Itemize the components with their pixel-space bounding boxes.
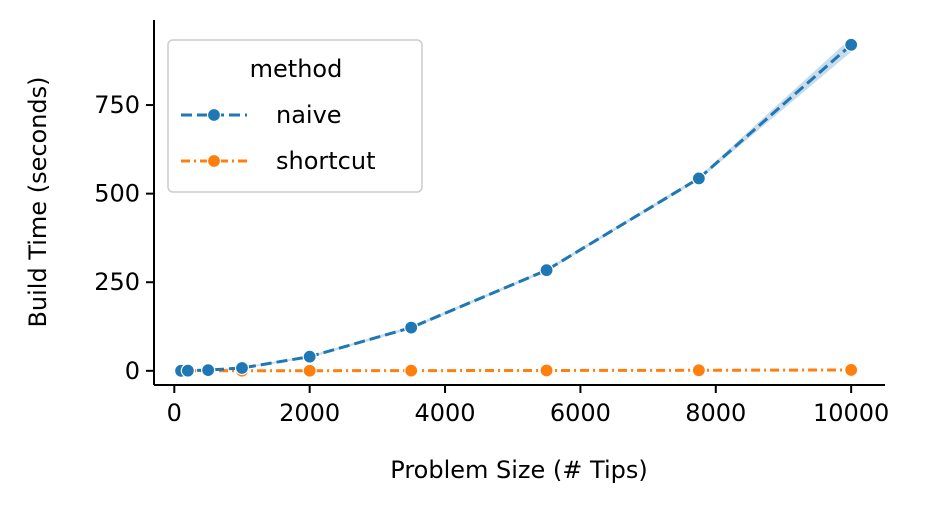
series-line-shortcut <box>181 368 852 373</box>
data-point-naive <box>201 363 216 378</box>
x-tick-label: 6000 <box>550 399 611 427</box>
data-point-naive <box>180 363 195 378</box>
data-point-naive <box>539 263 554 278</box>
data-point-naive <box>302 349 317 364</box>
x-axis-ticks: 0 2000 4000 6000 8000 10000 <box>167 385 889 427</box>
legend-marker-naive <box>206 107 222 123</box>
data-point-shortcut <box>691 363 706 378</box>
data-point-naive <box>691 171 706 186</box>
data-point-naive <box>844 37 859 52</box>
x-tick-label: 8000 <box>685 399 746 427</box>
data-point-shortcut <box>844 362 859 378</box>
y-tick-label: 250 <box>94 268 140 296</box>
y-tick-label: 750 <box>94 91 140 119</box>
legend-label-shortcut: shortcut <box>276 147 376 175</box>
legend-label-naive: naive <box>276 101 342 129</box>
x-axis-title: Problem Size (# Tips) <box>390 456 647 484</box>
data-point-naive <box>404 320 419 335</box>
plot-area <box>173 37 859 378</box>
legend-frame <box>167 39 423 193</box>
x-tick-label: 10000 <box>813 399 889 427</box>
x-tick-label: 2000 <box>279 399 340 427</box>
legend: method naive shortcut <box>167 39 423 193</box>
data-point-shortcut <box>404 363 419 378</box>
x-tick-label: 4000 <box>415 399 476 427</box>
legend-marker-shortcut <box>206 153 222 169</box>
y-tick-label: 500 <box>94 180 140 208</box>
data-point-shortcut <box>302 363 317 378</box>
y-axis-ticks: 0 250 500 750 <box>94 91 154 385</box>
data-point-naive <box>234 360 250 376</box>
legend-title: method <box>250 55 343 83</box>
data-point-shortcut <box>539 363 554 378</box>
y-tick-label: 0 <box>125 357 140 385</box>
x-tick-label: 0 <box>167 399 182 427</box>
y-axis-title: Build Time (seconds) <box>24 76 52 327</box>
